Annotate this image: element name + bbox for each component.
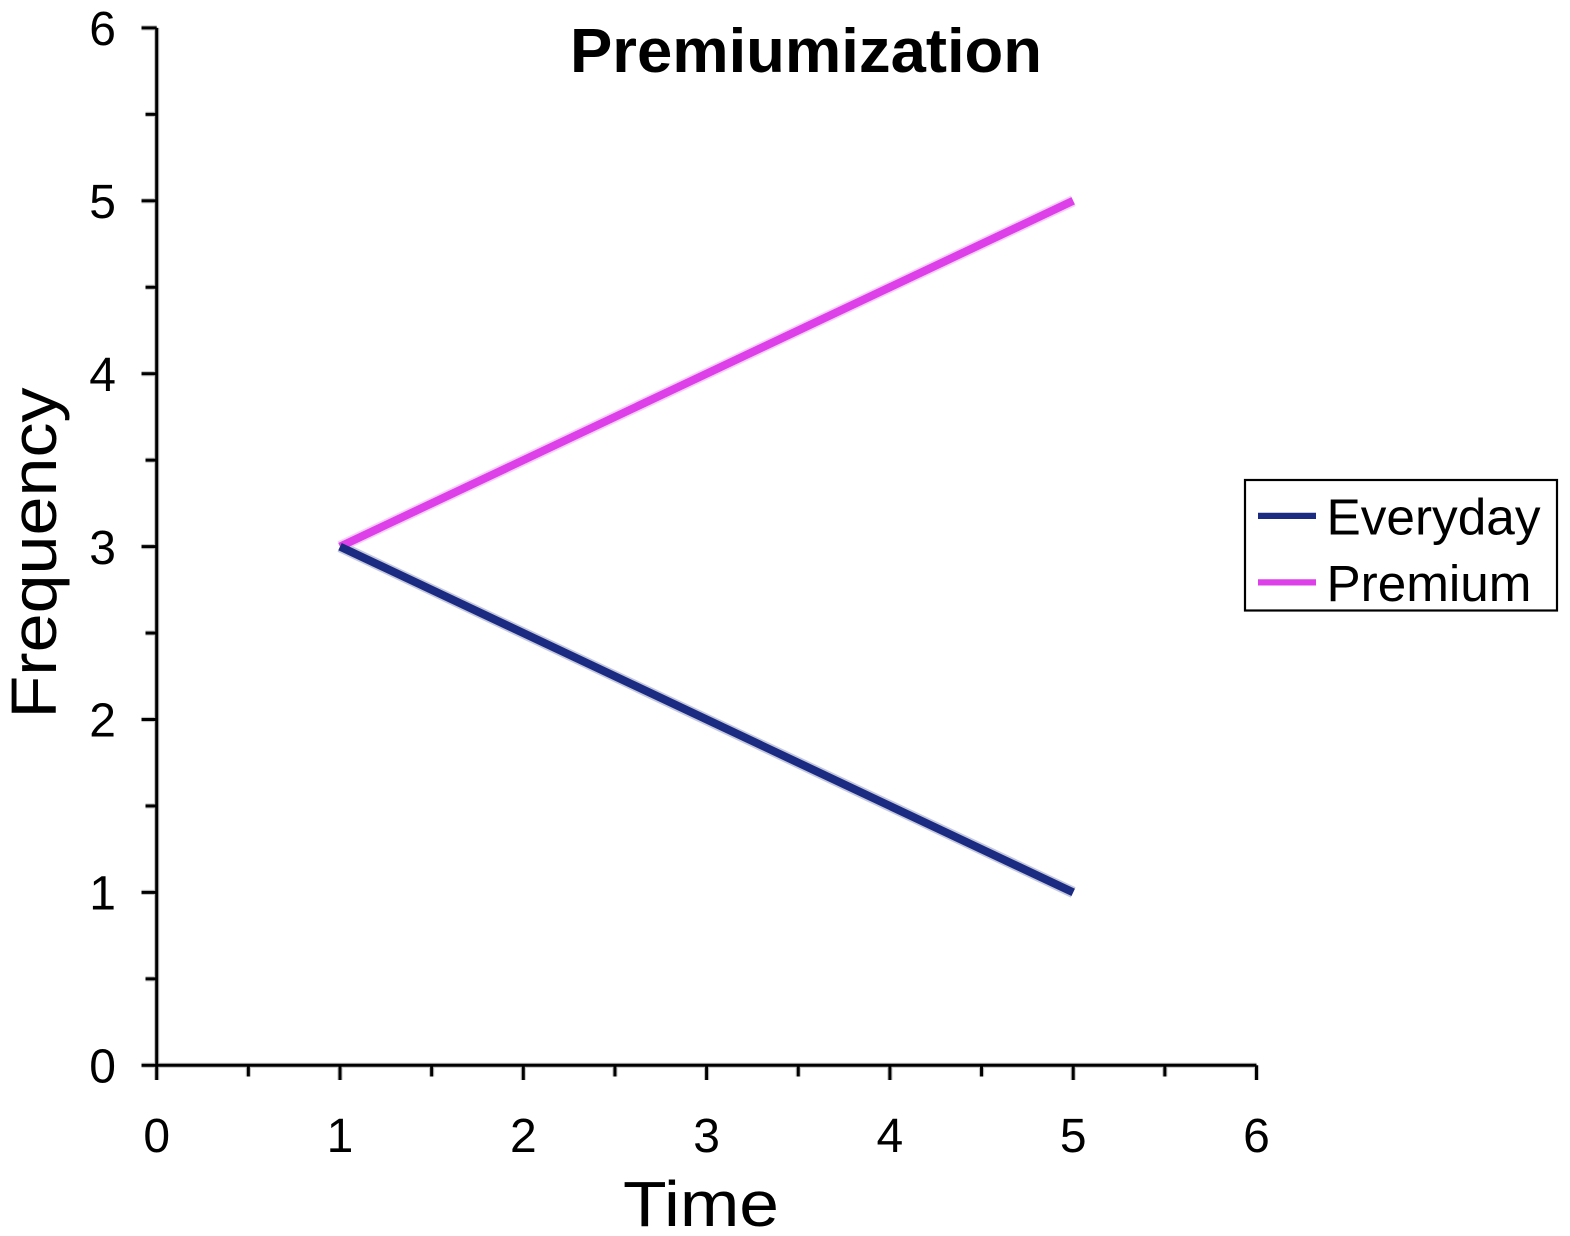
svg-text:5: 5 <box>1060 1110 1087 1163</box>
svg-text:4: 4 <box>89 349 116 402</box>
svg-text:5: 5 <box>89 176 116 229</box>
svg-text:Premium: Premium <box>1327 555 1532 612</box>
svg-text:Time: Time <box>623 1168 779 1236</box>
svg-text:1: 1 <box>327 1110 354 1163</box>
svg-text:0: 0 <box>143 1110 170 1163</box>
svg-text:3: 3 <box>89 522 116 575</box>
svg-text:2: 2 <box>510 1110 537 1163</box>
svg-text:Premiumization: Premiumization <box>570 17 1042 86</box>
svg-text:2: 2 <box>89 695 116 748</box>
svg-text:3: 3 <box>693 1110 720 1163</box>
svg-text:6: 6 <box>1243 1110 1270 1163</box>
svg-text:6: 6 <box>89 3 116 56</box>
svg-text:0: 0 <box>89 1041 116 1094</box>
svg-text:4: 4 <box>877 1110 904 1163</box>
svg-text:1: 1 <box>89 868 116 921</box>
svg-text:Everyday: Everyday <box>1327 489 1542 546</box>
svg-text:Frequency: Frequency <box>0 387 70 718</box>
